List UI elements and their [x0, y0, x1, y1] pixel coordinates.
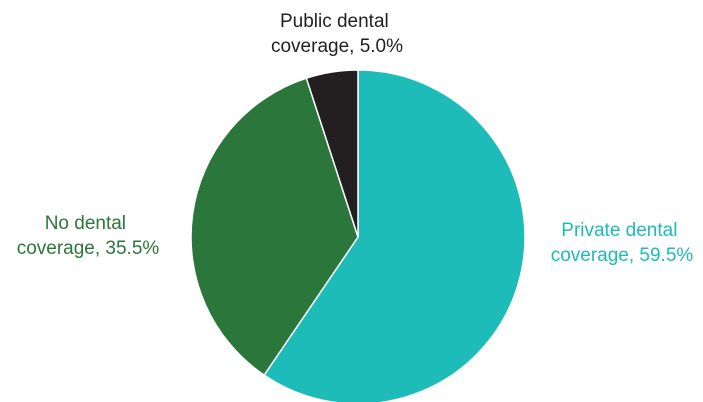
- slice-label-private-line-1: Private dental: [561, 220, 677, 241]
- pie-slices: [190, 69, 526, 402]
- slice-label-private-line-2: coverage, 59.5%: [551, 245, 694, 266]
- slice-label-public-line-2: coverage, 5.0%: [271, 36, 403, 57]
- slice-label-none: No dental coverage, 35.5%: [17, 213, 160, 259]
- pie-slice-private: [263, 69, 526, 402]
- slice-label-none-line-1: No dental: [45, 213, 126, 234]
- pie-slice-none: [190, 77, 359, 376]
- pie-slice-public: [305, 69, 359, 238]
- slice-label-private: Private dental coverage, 59.5%: [551, 220, 694, 266]
- slice-label-public-line-1: Public dental: [280, 11, 389, 32]
- slice-label-public: Public dental coverage, 5.0%: [271, 11, 403, 57]
- slice-label-none-line-2: coverage, 35.5%: [17, 238, 160, 259]
